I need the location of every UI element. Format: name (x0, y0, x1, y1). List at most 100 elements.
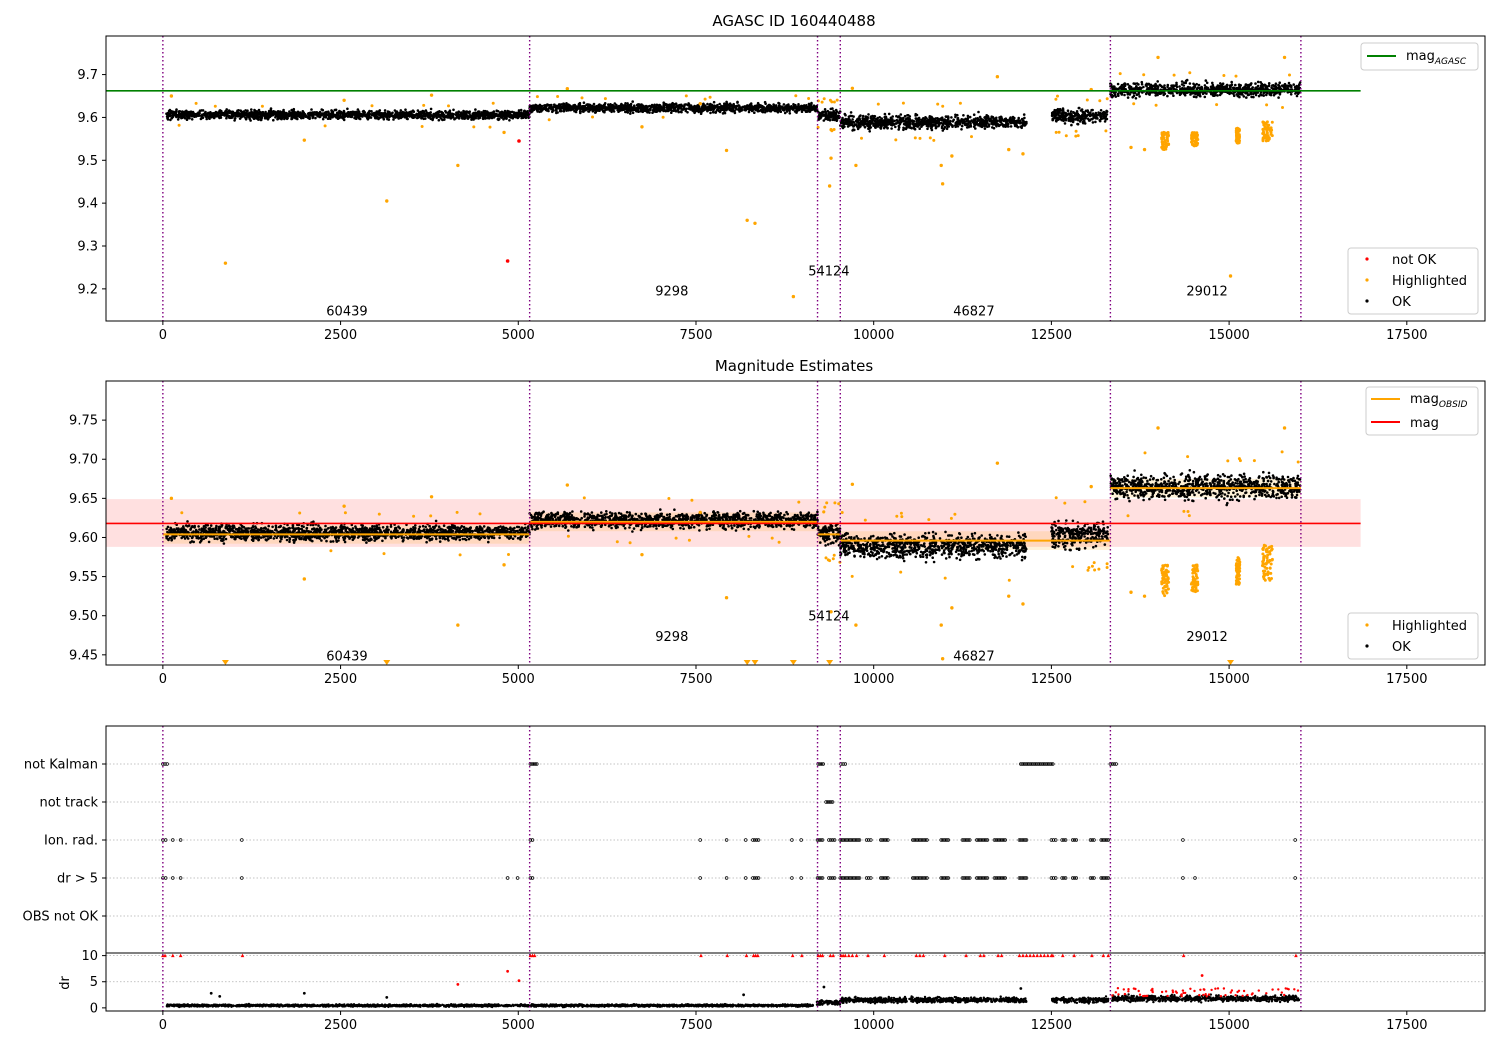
ok-point (405, 111, 408, 114)
ok-point (416, 109, 420, 112)
ok-point (1138, 95, 1141, 98)
ok-point (879, 127, 883, 130)
ok-point (885, 120, 889, 124)
ok-point (908, 120, 912, 124)
ok-point (979, 124, 982, 128)
ok-point (641, 104, 645, 108)
ok-point (811, 107, 815, 111)
ok-point (1015, 120, 1018, 123)
ok-point (1153, 87, 1157, 91)
ok-point (257, 108, 261, 112)
ok-point (276, 110, 280, 113)
ok-point (477, 117, 480, 120)
ok-point (808, 109, 812, 112)
ok-point (1245, 96, 1248, 99)
ok-point (761, 109, 764, 113)
ok-point (524, 113, 527, 116)
ok-point (902, 119, 905, 123)
ok-point (820, 112, 823, 116)
ok-point (1183, 92, 1186, 96)
ok-point (556, 111, 559, 114)
ok-point (977, 119, 981, 122)
ok-point (968, 115, 972, 119)
highlighted-point (1167, 134, 1170, 138)
ok-point (695, 108, 699, 111)
ok-point (612, 110, 616, 113)
ok-point (295, 113, 298, 116)
ok-point (1012, 119, 1015, 122)
ok-point (744, 109, 747, 112)
ok-point (531, 104, 535, 107)
ok-point (1099, 112, 1102, 115)
ok-point (555, 109, 558, 112)
ok-point (1228, 92, 1231, 96)
ok-point (413, 114, 417, 117)
ok-point (889, 121, 893, 124)
ok-point (503, 116, 507, 119)
ok-point (386, 117, 389, 121)
ok-point (905, 117, 909, 120)
ok-point (437, 118, 441, 122)
ok-point (1098, 119, 1102, 122)
ok-point (826, 114, 829, 117)
ok-point (357, 110, 361, 113)
ok-point (341, 112, 345, 116)
ok-point (642, 109, 646, 112)
ok-point (944, 120, 947, 124)
ok-point (677, 110, 680, 114)
ok-point (560, 109, 563, 113)
ok-point (201, 109, 205, 112)
ok-point (441, 118, 444, 122)
ok-point (749, 108, 753, 112)
ok-point (1126, 91, 1130, 94)
ok-point (679, 107, 683, 110)
ok-point (749, 102, 753, 105)
ok-point (482, 109, 486, 113)
ok-point (266, 114, 269, 118)
ok-point (756, 101, 760, 105)
ok-point (754, 108, 758, 112)
ok-point (454, 117, 457, 120)
ok-point (1117, 92, 1120, 95)
ok-point (747, 110, 751, 114)
ok-point (180, 114, 183, 117)
ok-point (364, 113, 368, 117)
ok-point (451, 112, 454, 116)
ok-point (1167, 91, 1171, 95)
ok-point (570, 106, 574, 110)
ok-point (1295, 94, 1299, 98)
ok-point (1284, 83, 1287, 87)
ok-point (918, 127, 921, 130)
ok-point (1265, 85, 1269, 88)
ok-point (575, 105, 578, 108)
ok-point (562, 102, 565, 105)
ok-point (354, 110, 358, 114)
ok-point (1113, 87, 1117, 90)
ok-point (998, 123, 1002, 127)
ok-point (1003, 123, 1007, 127)
ok-point (403, 111, 406, 115)
ok-point (1166, 94, 1169, 98)
ok-point (262, 113, 266, 116)
ok-point (978, 115, 982, 119)
ok-point (854, 119, 858, 123)
ok-point (691, 109, 694, 112)
ok-point (393, 109, 397, 112)
ok-point (329, 117, 332, 120)
ok-point (1066, 109, 1070, 112)
ok-point (191, 110, 195, 114)
ok-point (1179, 87, 1182, 91)
ok-point (208, 117, 211, 120)
ok-point (736, 100, 739, 104)
ok-point (1056, 118, 1059, 121)
ok-point (446, 112, 450, 116)
ok-point (843, 119, 846, 122)
ok-point (269, 107, 273, 110)
ok-point (983, 127, 987, 130)
ok-point (255, 110, 259, 113)
ok-point (472, 113, 476, 116)
ok-point (906, 114, 909, 117)
ok-point (475, 114, 479, 117)
ok-point (199, 117, 203, 121)
ok-point (245, 113, 248, 116)
